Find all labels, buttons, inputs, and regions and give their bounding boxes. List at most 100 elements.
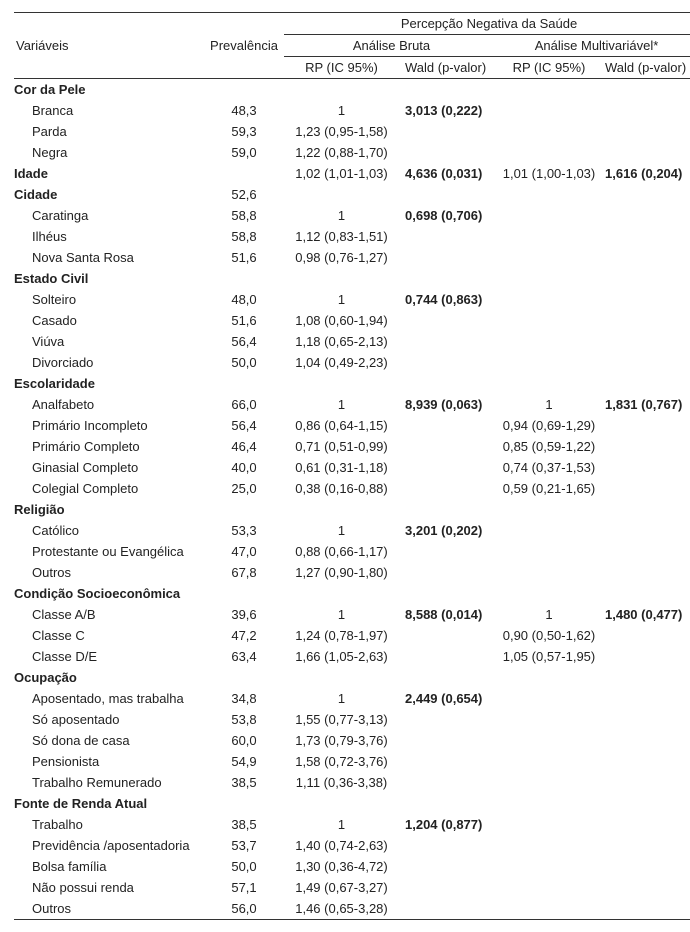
group-label: Cidade bbox=[14, 184, 204, 205]
table-row: Primário Completo46,40,71 (0,51-0,99)0,8… bbox=[14, 436, 690, 457]
group-label: Estado Civil bbox=[14, 268, 204, 289]
group-label: Escolaridade bbox=[14, 373, 204, 394]
rp-bruta: 1,40 (0,74-2,63) bbox=[284, 835, 399, 856]
prev-cell: 53,8 bbox=[204, 709, 284, 730]
prev-cell: 48,0 bbox=[204, 289, 284, 310]
prev-cell: 52,6 bbox=[204, 184, 284, 205]
prev-cell: 50,0 bbox=[204, 856, 284, 877]
group-label: Religião bbox=[14, 499, 204, 520]
rp-multi bbox=[499, 814, 599, 835]
table-row: Cor da Pele bbox=[14, 79, 690, 101]
wald-bruta bbox=[399, 331, 499, 352]
rp-multi bbox=[499, 142, 599, 163]
rp-multi bbox=[499, 835, 599, 856]
cat-label: Católico bbox=[14, 520, 204, 541]
group-label: Idade bbox=[14, 163, 204, 184]
prev-cell: 63,4 bbox=[204, 646, 284, 667]
cat-label: Analfabeto bbox=[14, 394, 204, 415]
prev-cell: 56,4 bbox=[204, 415, 284, 436]
rp-bruta: 1,30 (0,36-4,72) bbox=[284, 856, 399, 877]
prev-cell: 46,4 bbox=[204, 436, 284, 457]
wald-bruta bbox=[399, 142, 499, 163]
prev-cell: 56,4 bbox=[204, 331, 284, 352]
wald-multi: 1,831 (0,767) bbox=[599, 394, 690, 415]
prev-cell: 58,8 bbox=[204, 205, 284, 226]
group-label: Cor da Pele bbox=[14, 79, 204, 101]
table-row: Outros56,01,46 (0,65-3,28) bbox=[14, 898, 690, 920]
cat-label: Negra bbox=[14, 142, 204, 163]
prev-cell: 56,0 bbox=[204, 898, 284, 920]
cat-label: Só dona de casa bbox=[14, 730, 204, 751]
cat-label: Protestante ou Evangélica bbox=[14, 541, 204, 562]
prev-cell: 38,5 bbox=[204, 814, 284, 835]
wald-multi bbox=[599, 436, 690, 457]
rp-multi bbox=[499, 541, 599, 562]
rp-multi: 1,01 (1,00-1,03) bbox=[499, 163, 599, 184]
table-row: Trabalho38,511,204 (0,877) bbox=[14, 814, 690, 835]
rp-bruta: 1 bbox=[284, 520, 399, 541]
wald-multi bbox=[599, 814, 690, 835]
group-label: Condição Socioeconômica bbox=[14, 583, 204, 604]
prev-cell: 59,0 bbox=[204, 142, 284, 163]
rp-bruta: 0,61 (0,31-1,18) bbox=[284, 457, 399, 478]
prev-cell: 38,5 bbox=[204, 772, 284, 793]
wald-multi bbox=[599, 856, 690, 877]
rp-multi: 0,59 (0,21-1,65) bbox=[499, 478, 599, 499]
table-row: Cidade52,6 bbox=[14, 184, 690, 205]
table-row: Ocupação bbox=[14, 667, 690, 688]
wald-multi bbox=[599, 625, 690, 646]
hdr-rp-multi: RP (IC 95%) bbox=[499, 57, 599, 79]
wald-multi bbox=[599, 331, 690, 352]
rp-bruta: 1 bbox=[284, 100, 399, 121]
wald-multi bbox=[599, 751, 690, 772]
rp-bruta: 1,27 (0,90-1,80) bbox=[284, 562, 399, 583]
rp-bruta: 1,11 (0,36-3,38) bbox=[284, 772, 399, 793]
rp-bruta: 1,08 (0,60-1,94) bbox=[284, 310, 399, 331]
wald-multi bbox=[599, 646, 690, 667]
prev-cell: 53,7 bbox=[204, 835, 284, 856]
rp-multi bbox=[499, 688, 599, 709]
wald-bruta bbox=[399, 436, 499, 457]
cat-label: Classe A/B bbox=[14, 604, 204, 625]
table-row: Colegial Completo25,00,38 (0,16-0,88)0,5… bbox=[14, 478, 690, 499]
rp-multi: 1,05 (0,57-1,95) bbox=[499, 646, 599, 667]
rp-bruta: 0,71 (0,51-0,99) bbox=[284, 436, 399, 457]
prev-cell bbox=[204, 373, 284, 394]
wald-bruta: 4,636 (0,031) bbox=[399, 163, 499, 184]
rp-bruta: 1,23 (0,95-1,58) bbox=[284, 121, 399, 142]
rp-multi bbox=[499, 352, 599, 373]
cat-label: Outros bbox=[14, 562, 204, 583]
prev-cell: 48,3 bbox=[204, 100, 284, 121]
rp-multi bbox=[499, 247, 599, 268]
table-row: Primário Incompleto56,40,86 (0,64-1,15)0… bbox=[14, 415, 690, 436]
wald-bruta bbox=[399, 709, 499, 730]
table-row: Religião bbox=[14, 499, 690, 520]
wald-bruta bbox=[399, 835, 499, 856]
cat-label: Ilhéus bbox=[14, 226, 204, 247]
table-row: Classe D/E63,41,66 (1,05-2,63)1,05 (0,57… bbox=[14, 646, 690, 667]
table-row: Condição Socioeconômica bbox=[14, 583, 690, 604]
cat-label: Primário Completo bbox=[14, 436, 204, 457]
wald-multi bbox=[599, 772, 690, 793]
cat-label: Primário Incompleto bbox=[14, 415, 204, 436]
wald-bruta: 3,201 (0,202) bbox=[399, 520, 499, 541]
rp-bruta: 1,55 (0,77-3,13) bbox=[284, 709, 399, 730]
wald-bruta: 2,449 (0,654) bbox=[399, 688, 499, 709]
wald-multi bbox=[599, 541, 690, 562]
rp-bruta: 1,58 (0,72-3,76) bbox=[284, 751, 399, 772]
wald-bruta bbox=[399, 625, 499, 646]
rp-multi bbox=[499, 100, 599, 121]
hdr-rp-bruta: RP (IC 95%) bbox=[284, 57, 399, 79]
hdr-prevalencia: Prevalência bbox=[204, 13, 284, 79]
wald-bruta: 0,698 (0,706) bbox=[399, 205, 499, 226]
table-row: Pensionista54,91,58 (0,72-3,76) bbox=[14, 751, 690, 772]
wald-bruta bbox=[399, 562, 499, 583]
rp-multi bbox=[499, 310, 599, 331]
table-row: Protestante ou Evangélica47,00,88 (0,66-… bbox=[14, 541, 690, 562]
wald-bruta bbox=[399, 730, 499, 751]
cat-label: Aposentado, mas trabalha bbox=[14, 688, 204, 709]
prev-cell: 40,0 bbox=[204, 457, 284, 478]
wald-multi bbox=[599, 730, 690, 751]
rp-bruta: 1 bbox=[284, 205, 399, 226]
rp-bruta: 1 bbox=[284, 394, 399, 415]
